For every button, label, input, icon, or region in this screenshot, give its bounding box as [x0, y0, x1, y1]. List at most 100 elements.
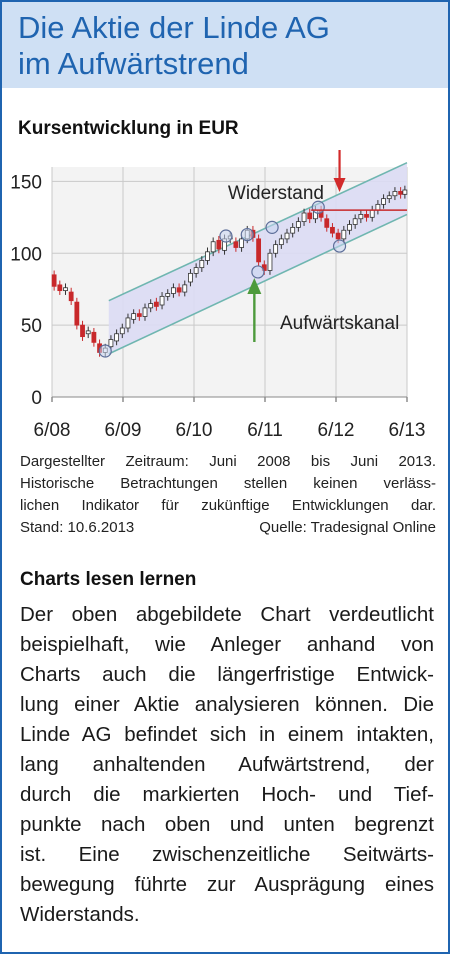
candle-up — [358, 214, 364, 220]
caption-line-1: Dargestellter Zeitraum: Juni 2008 bis Ju… — [20, 453, 436, 470]
body-text-line: lung einer Aktie analysieren können. Die — [20, 693, 434, 716]
candle-up — [210, 241, 216, 253]
channel-label: Aufwärtskanal — [280, 313, 399, 334]
candle-down — [153, 301, 159, 307]
pivot-circle — [265, 220, 279, 234]
pivot-circle — [240, 227, 254, 242]
body-text-line: beispielhaft, wie Anleger anhand von — [20, 633, 434, 656]
headline-line-1: Die Aktie der Linde AG — [18, 10, 330, 45]
resistance-label: Widerstand — [228, 183, 324, 204]
pivot-circle — [219, 229, 233, 243]
section-title: Charts lesen lernen — [20, 569, 197, 590]
candle-up — [386, 195, 392, 200]
body-text-line: Charts auch die längerfristige Entwick- — [20, 663, 434, 686]
body-text-line: Der oben abgebildete Chart verdeutlicht — [20, 603, 434, 626]
candle-up — [125, 317, 131, 329]
candle-down — [80, 324, 85, 338]
candle-down — [176, 287, 182, 293]
resistance-arrow-head — [333, 178, 346, 192]
candle-down — [51, 274, 57, 287]
candle-up — [347, 224, 352, 231]
pivot-circle — [98, 344, 112, 358]
chart-title: Kursentwicklung in EUR — [18, 118, 239, 139]
candle-down — [216, 239, 222, 250]
x-tick-label: 6/09 — [105, 420, 142, 441]
candle-up — [295, 221, 301, 228]
header-banner: Die Aktie der Linde AG im Aufwärtstrend — [2, 2, 448, 88]
candle-down — [330, 226, 335, 234]
candle-up — [375, 203, 381, 211]
candle-up — [85, 330, 91, 335]
candle-down — [256, 238, 262, 263]
candle-up — [193, 267, 199, 274]
candle-up — [381, 198, 386, 205]
source-credit: Quelle: Tradesignal Online — [259, 519, 436, 536]
x-tick-label: 6/10 — [176, 420, 213, 441]
headline-line-2: im Aufwärtstrend — [18, 46, 249, 81]
y-tick-label: 150 — [10, 172, 42, 193]
candle-up — [273, 244, 279, 254]
y-tick-label: 100 — [10, 244, 42, 265]
candle-up — [284, 232, 290, 240]
candle-up — [301, 212, 307, 223]
stand-date: Stand: 10.6.2013 — [20, 519, 135, 536]
axis-ticks: 0 50 100 150 6/08 6/09 6/10 6/11 6/12 6/13 — [10, 172, 425, 441]
body-text-line: punkte nach oben und unten begrenzt — [20, 813, 434, 836]
body-text-line: Widerstands. — [20, 903, 140, 926]
candle-up — [165, 293, 171, 297]
candle-up — [392, 191, 398, 197]
pivot-circle — [251, 265, 265, 279]
candle-up — [267, 252, 273, 271]
candle-down — [136, 313, 142, 317]
candle-up — [159, 295, 165, 306]
candle-down — [74, 301, 80, 326]
candle-down — [68, 291, 74, 302]
candle-down — [398, 191, 404, 195]
y-tick-label: 50 — [21, 316, 42, 337]
candle-up — [205, 251, 210, 261]
body-text-line: Linde AG befindet sich in einem intakten… — [20, 723, 434, 746]
body-text-line: ist. Eine zwischenzeitliche Seitwärts- — [20, 843, 434, 866]
candle-up — [290, 226, 296, 234]
x-tick-label: 6/12 — [318, 420, 355, 441]
candlestick-chart: 0 50 100 150 6/08 6/09 6/10 6/11 6/12 6/13 Widers… — [10, 150, 425, 441]
candle-up — [402, 189, 408, 195]
candle-down — [307, 212, 313, 220]
candle-up — [148, 303, 154, 309]
candle-up — [142, 307, 148, 317]
candle-up — [114, 333, 120, 342]
body-text-line: lang anhaltenden Aufwärtstrend, der — [20, 753, 434, 776]
candle-down — [57, 284, 63, 292]
candle-up — [188, 272, 193, 283]
candle-up — [239, 238, 244, 248]
pivot-markers — [98, 200, 347, 358]
candle-up — [352, 218, 358, 225]
candle-up — [369, 209, 375, 218]
candle-down — [91, 331, 97, 343]
body-text-line: durch die markierten Hoch- und Tief- — [20, 783, 434, 806]
caption-line-2: Historische Betrachtungen stellen keinen… — [20, 475, 436, 492]
candle-up — [63, 287, 68, 292]
channel-arrow-head — [247, 278, 262, 294]
channel-lower-line — [108, 213, 408, 355]
x-tick-label: 6/08 — [34, 420, 71, 441]
candle-down — [335, 232, 341, 240]
candle-up — [131, 313, 137, 320]
candle-up — [182, 284, 188, 293]
y-tick-label: 0 — [31, 388, 42, 409]
annotations: Widerstand Aufwärtskanal — [228, 150, 399, 342]
channel-upper-line — [108, 161, 408, 302]
candle-up — [341, 229, 347, 240]
x-tick-label: 6/13 — [389, 420, 426, 441]
pivot-circle — [332, 239, 347, 253]
candle-down — [364, 214, 369, 218]
candle-up — [108, 339, 114, 348]
x-tick-label: 6/11 — [247, 420, 283, 441]
caption-line-3: lichen Indikator für zukünftige Entwickl… — [20, 497, 436, 514]
candle-up — [278, 238, 284, 246]
candle-up — [119, 327, 125, 335]
candle-up — [171, 287, 176, 294]
body-text-line: bewegung führte zur Ausprägung eines — [20, 873, 434, 896]
candle-down — [233, 241, 239, 248]
